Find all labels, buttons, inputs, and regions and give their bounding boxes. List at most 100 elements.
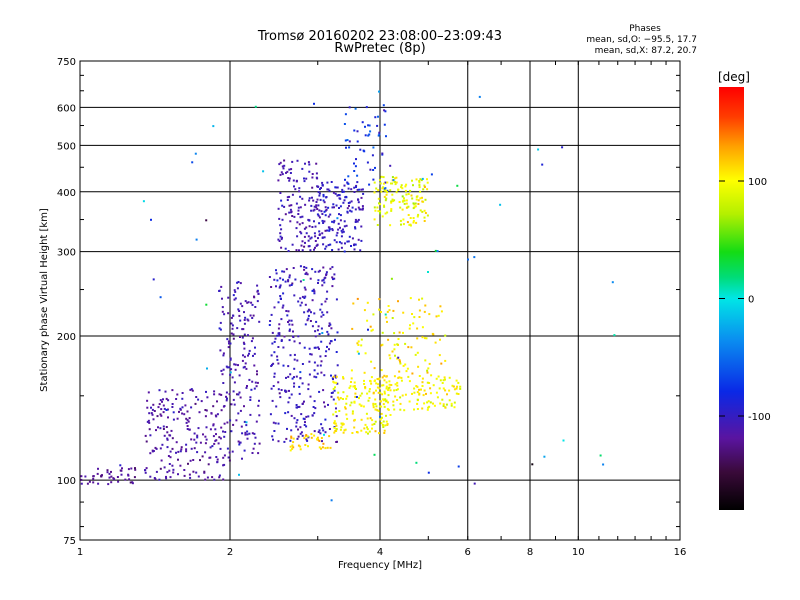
- echo-point: [393, 199, 396, 202]
- echo-point: [326, 446, 329, 449]
- echo-point: [355, 396, 358, 398]
- echo-point: [274, 422, 277, 425]
- echo-point: [335, 241, 338, 244]
- echo-point: [372, 169, 375, 171]
- echo-point: [363, 427, 366, 430]
- echo-point: [284, 213, 287, 216]
- echo-point: [426, 188, 429, 191]
- echo-point: [256, 381, 259, 384]
- echo-point: [299, 371, 302, 374]
- echo-point: [224, 431, 227, 433]
- echo-point: [239, 336, 241, 338]
- echo-point: [270, 387, 273, 390]
- echo-point: [377, 210, 380, 213]
- echo-point: [335, 428, 338, 431]
- echo-point: [147, 391, 150, 394]
- echo-point: [333, 219, 336, 222]
- echo-point: [150, 412, 153, 415]
- echo-point: [212, 435, 215, 438]
- echo-point: [380, 405, 383, 408]
- echo-point: [281, 306, 284, 309]
- echo-point: [305, 425, 308, 428]
- echo-point: [374, 209, 377, 212]
- echo-point: [409, 324, 411, 327]
- echo-point: [241, 432, 244, 435]
- echo-point: [442, 405, 445, 407]
- echo-point: [97, 482, 100, 485]
- echo-point: [152, 403, 155, 406]
- echo-point: [380, 190, 383, 193]
- echo-point: [376, 378, 379, 380]
- echo-point: [369, 380, 372, 383]
- echo-point: [278, 334, 281, 337]
- echo-point: [415, 198, 418, 201]
- echo-point: [385, 135, 387, 138]
- echo-point: [335, 234, 338, 237]
- echo-point: [321, 332, 324, 334]
- echo-point: [250, 340, 253, 343]
- echo-point: [242, 354, 244, 357]
- echo-point: [226, 366, 229, 369]
- echo-point: [338, 213, 340, 216]
- echo-point: [381, 384, 384, 387]
- echo-point: [324, 300, 327, 303]
- echo-point: [439, 338, 441, 341]
- echo-point: [281, 236, 283, 239]
- echo-point: [243, 449, 246, 452]
- echo-point: [376, 386, 379, 389]
- echo-point: [318, 440, 321, 442]
- echo-point: [444, 406, 447, 409]
- echo-point: [364, 387, 367, 390]
- echo-point: [452, 385, 455, 388]
- echo-point: [320, 437, 323, 439]
- echo-point: [172, 468, 175, 471]
- echo-point: [285, 310, 288, 312]
- echo-point: [429, 392, 432, 395]
- echo-point: [444, 378, 446, 381]
- echo-point: [148, 412, 151, 415]
- echo-point: [437, 314, 440, 317]
- echo-point: [243, 322, 246, 325]
- echo-point: [245, 421, 248, 424]
- echo-point: [415, 221, 418, 224]
- echo-point: [134, 467, 136, 470]
- echo-point: [398, 359, 401, 362]
- echo-point: [242, 341, 245, 344]
- echo-point: [313, 220, 315, 223]
- echo-point: [303, 297, 306, 299]
- echo-point: [408, 400, 411, 403]
- echo-point: [321, 181, 324, 184]
- echo-point: [399, 402, 402, 405]
- x-tick-label: 16: [674, 547, 687, 558]
- echo-point: [287, 365, 290, 368]
- echo-point: [298, 342, 301, 345]
- echo-point: [326, 311, 329, 314]
- echo-point: [395, 191, 398, 194]
- echo-point: [233, 381, 236, 384]
- echo-point: [335, 204, 338, 207]
- echo-point: [322, 243, 325, 246]
- echo-point: [333, 206, 335, 209]
- echo-point: [299, 445, 302, 448]
- echo-point: [398, 201, 401, 203]
- echo-point: [399, 206, 402, 209]
- echo-point: [222, 382, 225, 384]
- echo-point: [106, 471, 109, 474]
- echo-point: [305, 226, 308, 229]
- echo-point: [167, 455, 170, 457]
- echo-point: [308, 309, 311, 312]
- echo-point: [317, 185, 320, 188]
- echo-point: [291, 444, 294, 447]
- echo-point: [389, 357, 392, 360]
- echo-point: [222, 368, 225, 371]
- echo-point: [248, 378, 251, 381]
- echo-point: [331, 285, 334, 288]
- echo-point: [383, 374, 386, 377]
- echo-point: [334, 429, 337, 432]
- echo-point: [368, 397, 371, 399]
- echo-point: [107, 483, 110, 486]
- echo-point: [327, 333, 330, 336]
- echo-point: [341, 231, 344, 234]
- echo-point: [255, 385, 258, 388]
